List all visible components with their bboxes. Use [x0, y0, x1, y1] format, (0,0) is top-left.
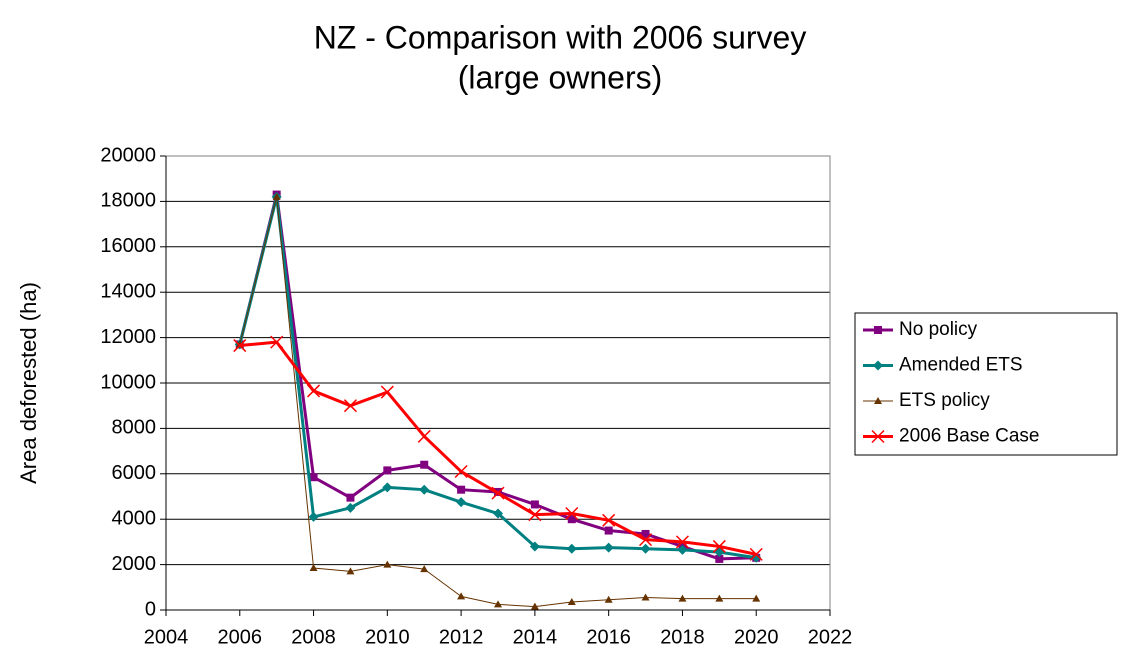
marker: [566, 543, 577, 554]
marker: [343, 399, 357, 413]
x-tick-label: 2004: [144, 626, 189, 648]
marker: [874, 326, 882, 334]
marker: [345, 502, 356, 513]
marker: [307, 384, 321, 398]
x-tick-label: 2012: [439, 626, 484, 648]
marker: [233, 339, 247, 353]
marker: [493, 508, 503, 519]
marker: [308, 511, 319, 522]
marker: [380, 385, 394, 399]
marker: [874, 397, 882, 404]
marker: [420, 460, 429, 469]
y-tick-label: 4000: [112, 507, 157, 529]
marker: [715, 594, 724, 602]
y-tick-label: 6000: [112, 462, 157, 484]
chart-title: (large owners): [458, 59, 663, 95]
y-tick-label: 8000: [112, 417, 157, 439]
marker: [604, 595, 613, 603]
x-tick-label: 2006: [218, 626, 263, 648]
marker: [457, 485, 466, 494]
marker: [873, 360, 883, 371]
marker: [678, 594, 687, 602]
marker: [529, 541, 540, 552]
legend-label: ETS policy: [899, 390, 990, 411]
marker: [494, 600, 502, 608]
series-line: [239, 340, 757, 556]
x-tick-label: 2014: [513, 626, 558, 648]
marker: [712, 539, 726, 553]
y-tick-label: 14000: [100, 280, 156, 302]
marker: [417, 429, 431, 443]
x-tick-label: 2010: [365, 626, 410, 648]
marker: [530, 500, 539, 509]
y-tick-label: 18000: [100, 190, 156, 212]
legend-box: [854, 312, 1118, 456]
marker: [641, 593, 650, 601]
marker: [603, 542, 614, 553]
marker: [752, 594, 761, 602]
marker: [640, 543, 651, 554]
marker: [309, 473, 318, 482]
marker: [382, 482, 393, 493]
marker: [677, 544, 688, 555]
marker: [565, 506, 579, 521]
marker: [639, 533, 653, 547]
marker: [420, 565, 429, 573]
marker: [419, 484, 430, 495]
legend-label: No policy: [899, 319, 978, 340]
x-tick-label: 2008: [291, 626, 336, 648]
y-tick-label: 12000: [100, 326, 156, 348]
legend-label: Amended ETS: [899, 355, 1023, 376]
marker: [530, 602, 539, 610]
y-tick-label: 2000: [112, 553, 157, 575]
marker: [346, 567, 355, 575]
marker: [567, 515, 576, 524]
marker: [567, 598, 576, 606]
marker: [346, 493, 355, 502]
y-tick-label: 0: [145, 598, 156, 620]
marker: [270, 335, 284, 349]
marker: [456, 497, 467, 508]
y-tick-label: 20000: [100, 144, 156, 166]
marker: [491, 486, 505, 500]
y-tick-label: 16000: [100, 235, 156, 257]
marker: [383, 466, 392, 475]
marker: [602, 513, 616, 527]
marker: [641, 529, 650, 538]
marker: [871, 429, 885, 444]
marker: [675, 535, 689, 549]
chart-title: NZ - Comparison with 2006 survey: [314, 19, 807, 55]
series-line: [238, 193, 757, 561]
marker: [383, 560, 392, 568]
marker: [604, 526, 613, 535]
x-tick-label: 2020: [734, 626, 779, 648]
marker: [528, 508, 542, 522]
marker: [272, 192, 281, 200]
x-tick-label: 2018: [660, 626, 705, 648]
x-tick-label: 2016: [586, 626, 631, 648]
y-axis-label: Area deforested (ha): [16, 282, 41, 484]
marker: [309, 564, 318, 572]
marker: [715, 554, 724, 563]
marker: [454, 464, 468, 479]
series-line: [238, 195, 757, 560]
marker: [457, 592, 466, 600]
marker: [749, 547, 763, 561]
y-tick-label: 10000: [100, 371, 156, 393]
x-tick-label: 2022: [808, 626, 853, 648]
legend-label: 2006 Base Case: [899, 426, 1040, 447]
